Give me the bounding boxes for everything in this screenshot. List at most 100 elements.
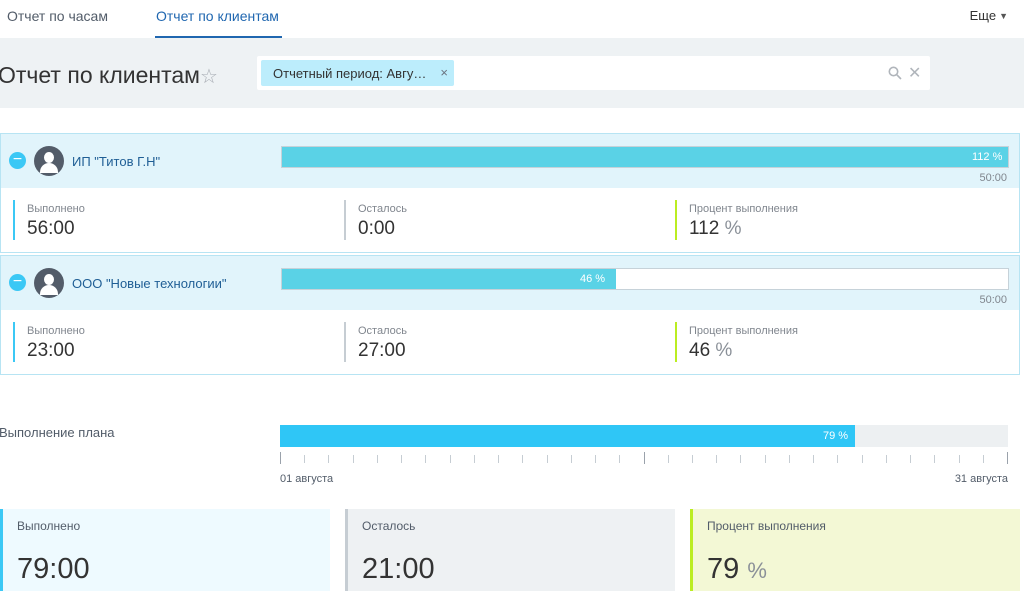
period-start-date: 01 августа bbox=[280, 473, 334, 485]
day-tick bbox=[765, 455, 766, 463]
day-tick bbox=[862, 455, 863, 463]
avatar bbox=[34, 146, 64, 176]
collapse-icon[interactable]: − bbox=[9, 274, 26, 291]
stat-left: Осталось 27:00 bbox=[344, 322, 407, 362]
filter-search-box[interactable]: Отчетный период: Авгу… × ✕ bbox=[257, 56, 930, 90]
stat-value: 56:00 bbox=[27, 218, 75, 239]
percent-number: 79 bbox=[707, 553, 740, 585]
active-tab-underline bbox=[155, 36, 282, 38]
stat-value: 27:00 bbox=[358, 340, 406, 361]
day-tick bbox=[692, 455, 693, 463]
day-tick bbox=[595, 455, 596, 463]
total-value: 79:00 bbox=[17, 553, 90, 585]
day-tick bbox=[547, 455, 548, 463]
stat-label: Осталось bbox=[358, 325, 407, 337]
top-tabs: Отчет по часам Отчет по клиентам Еще ▼ bbox=[0, 0, 1024, 38]
percent-unit: % bbox=[747, 558, 767, 583]
client-card-header: − ИП "Титов Г.Н" 112 % 50:00 bbox=[1, 134, 1019, 188]
client-name[interactable]: ИП "Титов Г.Н" bbox=[72, 154, 161, 169]
stat-label: Выполнено bbox=[27, 203, 85, 215]
client-progress-percent: 112 % bbox=[972, 151, 1003, 163]
client-progress-bar: 112 % bbox=[281, 146, 1009, 168]
percent-unit: % bbox=[715, 340, 733, 361]
client-card: − ООО "Новые технологии" 46 % 50:00 Выпо… bbox=[0, 255, 1020, 375]
day-tick bbox=[474, 455, 475, 463]
total-done-card: Выполнено 79:00 bbox=[0, 509, 330, 591]
more-label: Еще bbox=[969, 8, 997, 23]
day-ticks bbox=[280, 452, 1008, 466]
stat-label: Осталось bbox=[358, 203, 407, 215]
client-plan-hours: 50:00 bbox=[979, 294, 1007, 306]
day-tick bbox=[740, 455, 741, 463]
chevron-down-icon: ▼ bbox=[999, 11, 1008, 21]
day-tick bbox=[425, 455, 426, 463]
tab-hours-report[interactable]: Отчет по часам bbox=[7, 8, 108, 24]
day-tick bbox=[401, 455, 402, 463]
client-name[interactable]: ООО "Новые технологии" bbox=[72, 276, 227, 291]
client-plan-hours: 50:00 bbox=[979, 172, 1007, 184]
collapse-icon[interactable]: − bbox=[9, 152, 26, 169]
stat-done: Выполнено 56:00 bbox=[13, 200, 85, 240]
day-tick bbox=[959, 455, 960, 463]
day-tick bbox=[571, 455, 572, 463]
day-tick bbox=[353, 455, 354, 463]
filter-chip-label: Отчетный период: Авгу… bbox=[273, 66, 427, 81]
day-tick bbox=[377, 455, 378, 463]
clear-icon[interactable]: ✕ bbox=[908, 65, 922, 82]
page-header: Отчет по клиентам ☆ Отчетный период: Авг… bbox=[0, 38, 1024, 108]
client-card: − ИП "Титов Г.Н" 112 % 50:00 Выполнено 5… bbox=[0, 133, 1020, 253]
day-tick bbox=[498, 455, 499, 463]
total-value: 21:00 bbox=[362, 553, 435, 585]
plan-progress-fill bbox=[280, 425, 855, 447]
day-tick bbox=[644, 452, 645, 464]
stat-percent: Процент выполнения 112 % bbox=[675, 200, 798, 240]
stat-done: Выполнено 23:00 bbox=[13, 322, 85, 362]
day-tick bbox=[668, 455, 669, 463]
day-tick bbox=[280, 452, 281, 464]
stat-percent: Процент выполнения 46 % bbox=[675, 322, 798, 362]
day-tick bbox=[983, 455, 984, 463]
page-title: Отчет по клиентам bbox=[0, 62, 200, 88]
day-tick bbox=[837, 455, 838, 463]
day-tick bbox=[304, 455, 305, 463]
stat-label: Выполнено bbox=[27, 325, 85, 337]
total-label: Выполнено bbox=[17, 519, 81, 533]
stat-label: Процент выполнения bbox=[689, 325, 798, 337]
total-value: 79 % bbox=[707, 553, 1020, 586]
day-tick bbox=[910, 455, 911, 463]
day-tick bbox=[813, 455, 814, 463]
total-label: Процент выполнения bbox=[707, 519, 826, 533]
more-menu-button[interactable]: Еще ▼ bbox=[970, 8, 1008, 23]
percent-number: 112 bbox=[689, 218, 720, 239]
day-tick bbox=[328, 455, 329, 463]
client-progress-fill bbox=[282, 147, 1008, 167]
total-left-card: Осталось 21:00 bbox=[345, 509, 675, 591]
total-percent-card: Процент выполнения 79 % bbox=[690, 509, 1020, 591]
day-tick bbox=[886, 455, 887, 463]
stat-value: 0:00 bbox=[358, 218, 395, 239]
star-icon[interactable]: ☆ bbox=[200, 66, 218, 88]
stat-value: 46 % bbox=[689, 340, 798, 362]
filter-chip[interactable]: Отчетный период: Авгу… × bbox=[261, 60, 454, 86]
day-tick bbox=[522, 455, 523, 463]
client-progress-bar: 46 % bbox=[281, 268, 1009, 290]
day-tick bbox=[716, 455, 717, 463]
day-tick bbox=[934, 455, 935, 463]
stat-value: 23:00 bbox=[27, 340, 75, 361]
percent-number: 46 bbox=[689, 340, 711, 361]
period-end-date: 31 августа bbox=[954, 473, 1008, 485]
tab-clients-report[interactable]: Отчет по клиентам bbox=[156, 8, 279, 24]
stat-label: Процент выполнения bbox=[689, 203, 798, 215]
plan-progress-bar: 79 % bbox=[280, 425, 1008, 447]
avatar bbox=[34, 268, 64, 298]
search-icon[interactable] bbox=[888, 66, 902, 80]
chip-remove-icon[interactable]: × bbox=[440, 65, 448, 80]
day-tick bbox=[1007, 452, 1008, 464]
total-label: Осталось bbox=[362, 519, 416, 533]
day-tick bbox=[619, 455, 620, 463]
day-tick bbox=[789, 455, 790, 463]
plan-label: Выполнение плана bbox=[0, 425, 115, 440]
percent-unit: % bbox=[724, 218, 742, 239]
client-progress-fill bbox=[282, 269, 616, 289]
stat-value: 112 % bbox=[689, 218, 798, 240]
